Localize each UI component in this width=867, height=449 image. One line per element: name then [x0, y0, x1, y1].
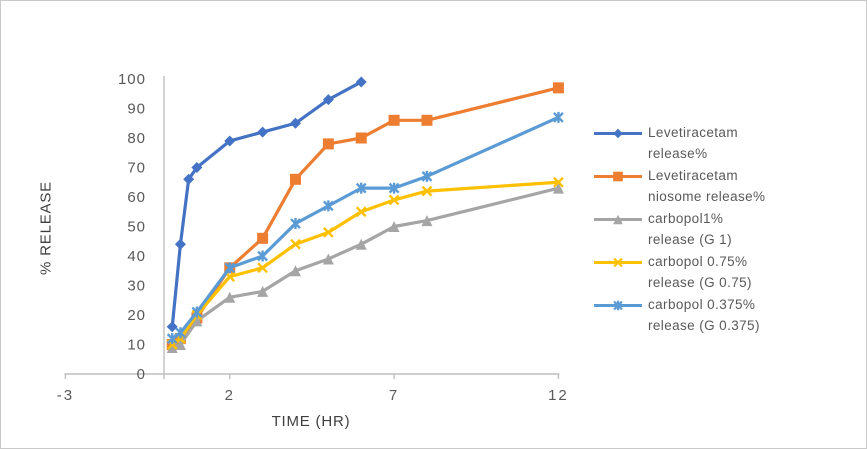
- svg-text:7: 7: [389, 387, 399, 404]
- y-axis-ticks: 0 10 20 30 40 50 60 70 80 90 100: [118, 71, 146, 383]
- svg-text:100: 100: [118, 71, 146, 88]
- series-carbopol-0-375-release-g-0-375: [166, 111, 564, 345]
- legend-square-marker-icon: [594, 171, 642, 182]
- svg-text:60: 60: [127, 189, 146, 206]
- series-carbopol1-release-g-1: [166, 182, 564, 353]
- legend-label: Levetiracetam niosome release%: [648, 168, 766, 204]
- svg-text:10: 10: [127, 337, 146, 354]
- legend-label: carbopol 0.375% release (G 0.375): [648, 297, 760, 333]
- svg-text:30: 30: [127, 278, 146, 295]
- legend-label: carbopol1% release (G 1): [648, 211, 732, 247]
- x-axis-ticks: -3 2 7 12: [57, 374, 569, 404]
- y-axis-title: % RELEASE: [37, 181, 55, 275]
- svg-text:50: 50: [127, 219, 146, 236]
- legend-asterisk-marker-icon: [594, 300, 642, 311]
- chart-legend: Levetiracetam release% Levetiracetam niosom…: [593, 122, 861, 337]
- legend-label: Levetiracetam release%: [648, 125, 738, 161]
- legend-item-levetiracetam-release: Levetiracetam release%: [593, 122, 861, 164]
- svg-text:0: 0: [137, 366, 146, 383]
- svg-text:70: 70: [127, 160, 146, 177]
- svg-text:-3: -3: [57, 387, 74, 404]
- x-axis-title: TIME (HR): [271, 413, 351, 430]
- svg-text:20: 20: [127, 307, 146, 324]
- svg-text:2: 2: [225, 387, 235, 404]
- legend-label: carbopol 0.75% release (G 0.75): [648, 254, 752, 290]
- legend-item-carbopol-0-375-release-g-0-375: carbopol 0.375% release (G 0.375): [593, 294, 861, 336]
- legend-triangle-marker-icon: [594, 214, 642, 225]
- legend-item-carbopol1-release-g-1: carbopol1% release (G 1): [593, 208, 861, 250]
- series-levetiracetam-release: [166, 76, 367, 333]
- legend-diamond-marker-icon: [594, 128, 642, 139]
- svg-text:80: 80: [127, 130, 146, 147]
- svg-text:90: 90: [127, 101, 146, 118]
- series-carbopol-0-75-release-g-0-75: [166, 176, 564, 350]
- svg-text:40: 40: [127, 248, 146, 265]
- legend-x-marker-icon: [594, 257, 642, 268]
- axes: [64, 76, 560, 379]
- svg-text:12: 12: [548, 387, 569, 404]
- legend-item-carbopol-0-75-release-g-0-75: carbopol 0.75% release (G 0.75): [593, 251, 861, 293]
- legend-item-levetiracetam-niosome-release: Levetiracetam niosome release%: [593, 165, 861, 207]
